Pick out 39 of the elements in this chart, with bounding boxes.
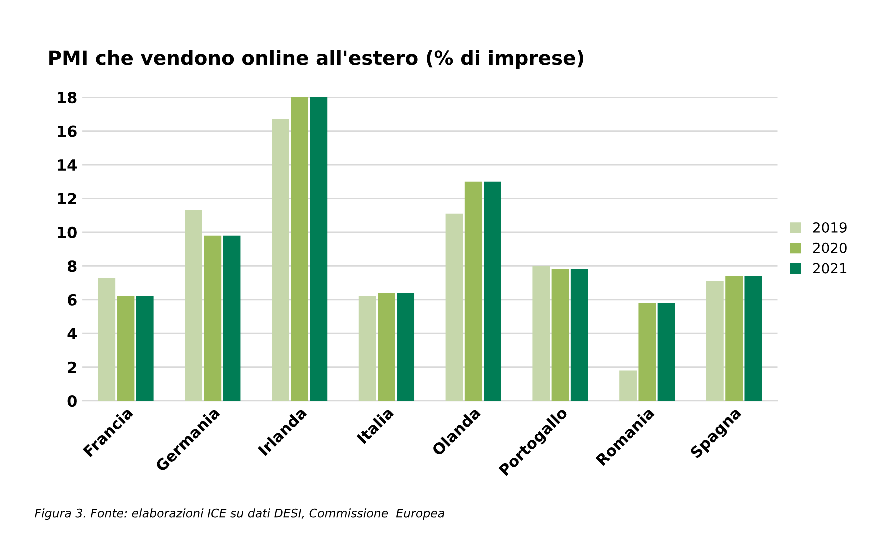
y-tick-label: 12 — [58, 193, 76, 205]
bar — [358, 296, 376, 402]
y-tick-label: 0 — [68, 396, 77, 408]
y-tick-label: 4 — [68, 328, 77, 340]
bar — [658, 303, 676, 402]
bar — [223, 236, 241, 402]
bar — [706, 281, 724, 402]
chart-title: PMI che vendono online all'estero (% di imprese) — [50, 50, 584, 70]
bar — [620, 370, 637, 402]
bar — [204, 236, 222, 402]
text: Figura 3. Fonte: elaborazioni ICE su dati DESI, Commissione Europea — [35, 508, 444, 520]
y-tick-label: 14 — [58, 160, 77, 171]
bar — [552, 270, 570, 402]
bar — [464, 182, 482, 402]
bar — [397, 293, 415, 402]
bar — [98, 278, 116, 402]
y-tick-label: 16 — [58, 126, 77, 138]
legend-label: 2019 — [813, 222, 847, 233]
bar — [378, 293, 396, 402]
bar — [744, 276, 762, 402]
y-tick-label: 18 — [58, 92, 77, 104]
bar — [484, 182, 502, 402]
y-tick-label: 2 — [68, 362, 76, 374]
bar — [726, 276, 743, 402]
bar — [532, 266, 550, 402]
y-tick-label: 8 — [68, 260, 77, 272]
legend-label: 2021 — [813, 263, 847, 274]
bar — [310, 98, 328, 402]
bar — [185, 210, 202, 402]
y-tick-label: 6 — [68, 294, 77, 306]
bar — [570, 270, 588, 402]
bar — [446, 214, 464, 402]
y-tick-label: 10 — [58, 226, 77, 238]
bar — [272, 119, 290, 402]
bar — [117, 296, 135, 402]
legend-label: 2020 — [813, 242, 847, 254]
bar — [638, 303, 656, 402]
bar — [136, 296, 154, 402]
bar — [291, 98, 308, 402]
